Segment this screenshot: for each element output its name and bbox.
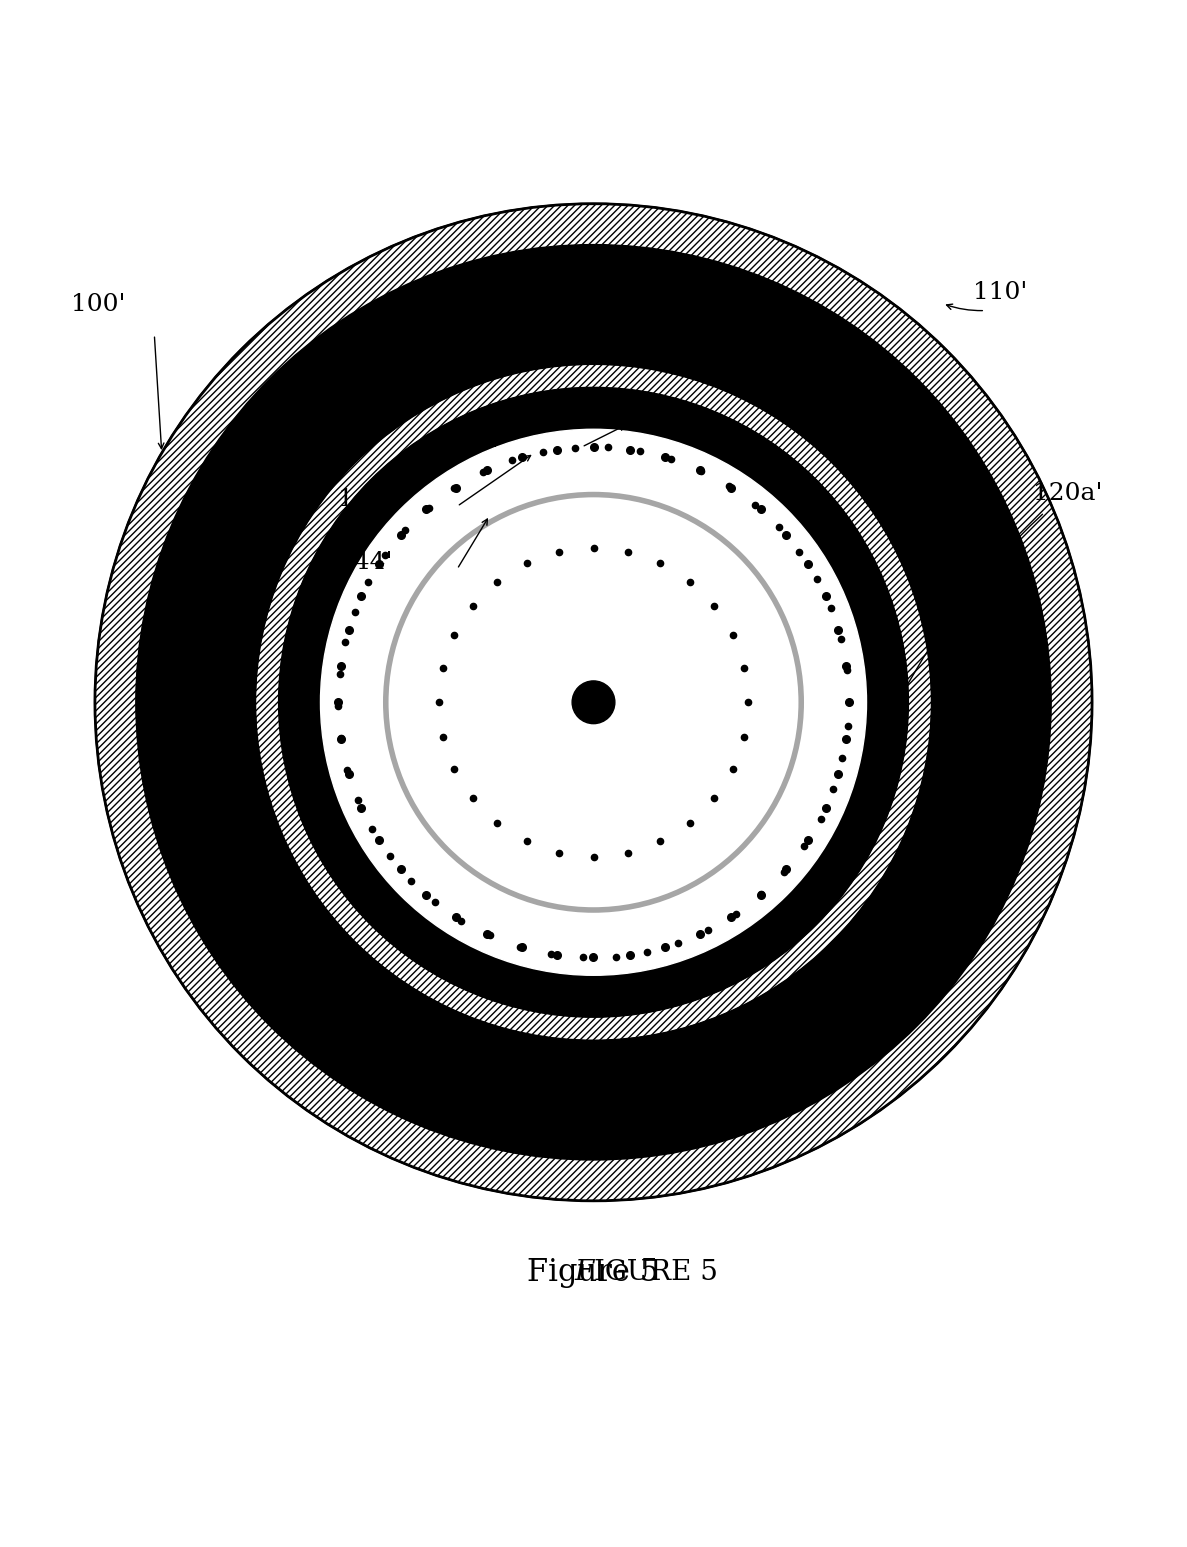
- Text: F: F: [575, 1259, 594, 1286]
- Text: 140': 140': [338, 489, 393, 512]
- Text: 100': 100': [71, 292, 126, 316]
- Circle shape: [95, 204, 1092, 1200]
- Text: 144': 144': [338, 551, 393, 574]
- Text: 110': 110': [973, 280, 1028, 303]
- Circle shape: [572, 681, 615, 724]
- Text: IGURE 5: IGURE 5: [594, 1259, 717, 1286]
- Text: Figure 5: Figure 5: [527, 1256, 660, 1287]
- Circle shape: [320, 429, 867, 975]
- Text: 142': 142': [451, 429, 506, 452]
- Text: 120a': 120a': [1033, 483, 1103, 506]
- Wedge shape: [95, 204, 1092, 1200]
- Wedge shape: [255, 364, 932, 1041]
